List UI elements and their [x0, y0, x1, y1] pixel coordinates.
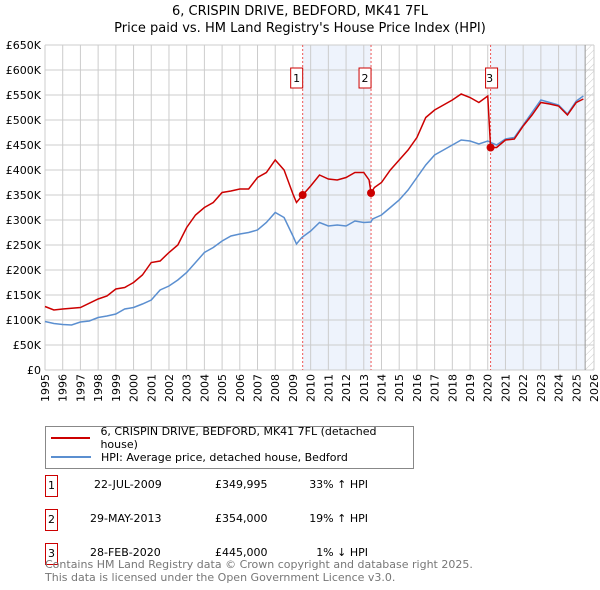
sale-badge: [290, 67, 304, 89]
sale-badge: 1: [45, 475, 58, 497]
x-tick-label: 2021: [499, 374, 512, 402]
x-tick-label: 2004: [198, 374, 211, 402]
x-tick-label: 2017: [429, 374, 442, 402]
x-tick-label: 2014: [375, 374, 388, 402]
x-tick-label: 1995: [39, 374, 52, 402]
y-tick-label: £150K: [6, 289, 42, 302]
x-tick-label: 1999: [110, 374, 123, 402]
x-tick-label: 2015: [393, 374, 406, 402]
y-tick-label: £650K: [6, 39, 42, 52]
sale-price: £354,000: [215, 512, 268, 525]
sale-point: [367, 189, 376, 197]
sale-hpi-diff: 1% ↓ HPI: [316, 546, 368, 559]
legend-label: 6, CRISPIN DRIVE, BEDFORD, MK41 7FL (det…: [100, 425, 377, 451]
sale-point: [298, 191, 307, 200]
y-tick-label: £500K: [6, 114, 42, 127]
sale-badge: 2: [45, 509, 58, 531]
shaded-period: [490, 45, 586, 370]
x-tick-label: 2020: [482, 374, 495, 402]
x-tick-label: 2022: [517, 374, 530, 402]
y-tick-label: £300K: [6, 214, 42, 227]
footer-licence: This data is licensed under the Open Gov…: [45, 571, 396, 584]
sale-date: 22-JUL-2009: [94, 478, 162, 491]
sale-badge: [358, 67, 372, 89]
price-chart: 1995 1996 1997 1998 1999 2000 2001 2002 2003 2004…: [6, 39, 600, 402]
sale-row: 2 29-MAY-2013 £354,000 19% ↑ HPI: [45, 509, 445, 531]
x-tick-label: 2002: [163, 374, 176, 402]
legend-label: HPI: Average price, detached house, Bedf…: [101, 450, 348, 464]
y-tick-label: £100K: [6, 314, 42, 327]
x-tick-label: 2000: [128, 374, 141, 402]
x-tick-label: 2023: [535, 374, 548, 402]
x-tick-label: 2010: [305, 374, 318, 402]
legend: 6, CRISPIN DRIVE, BEDFORD, MK41 7FL (det…: [45, 425, 414, 469]
sale-row: 1 22-JUL-2009 £349,995 33% ↑ HPI: [45, 475, 445, 497]
legend-swatch: [51, 437, 91, 439]
sale-row: 3 28-FEB-2020 £445,000 1% ↓ HPI: [45, 543, 445, 565]
legend-item-hpi: HPI: Average price, detached house, Bedf…: [51, 449, 348, 465]
sale-badge-label: 3: [486, 72, 493, 85]
y-tick-label: £450K: [6, 139, 42, 152]
x-tick-label: 1998: [92, 374, 105, 402]
x-tick-label: 2009: [287, 374, 300, 402]
y-tick-label: £200K: [6, 264, 42, 277]
x-tick-label: 1996: [57, 374, 70, 402]
sale-hpi-diff: 19% ↑ HPI: [309, 512, 368, 525]
x-tick-label: 2024: [553, 374, 566, 402]
y-tick-label: £0: [27, 364, 41, 377]
x-tick-label: 2019: [464, 374, 477, 402]
x-tick-label: 2006: [234, 374, 247, 402]
sale-badge-label: 2: [362, 72, 369, 85]
x-tick-label: 2005: [216, 374, 229, 402]
hpi-line: [44, 95, 584, 326]
x-tick-label: 1997: [74, 374, 87, 402]
x-tick-label: 2026: [588, 374, 600, 402]
x-tick-label: 2011: [322, 374, 335, 402]
x-tick-label: 2008: [269, 374, 282, 402]
x-tick-label: 2001: [145, 374, 158, 402]
legend-item-property: 6, CRISPIN DRIVE, BEDFORD, MK41 7FL (det…: [51, 425, 413, 451]
sale-badge-label: 1: [293, 72, 300, 85]
forecast-hatch: [585, 45, 594, 370]
x-tick-label: 2003: [181, 374, 194, 402]
footer-copyright: Contains HM Land Registry data © Crown c…: [45, 558, 473, 571]
legend-swatch: [51, 456, 91, 458]
sale-point: [486, 143, 495, 152]
sale-hpi-diff: 33% ↑ HPI: [309, 478, 368, 491]
x-tick-label: 2013: [358, 374, 371, 402]
shaded-period: [302, 45, 372, 370]
x-tick-label: 2025: [570, 374, 583, 402]
x-tick-label: 2007: [252, 374, 265, 402]
sale-badge: [485, 67, 499, 89]
sale-price: £445,000: [215, 546, 268, 559]
y-tick-label: £550K: [6, 89, 42, 102]
x-tick-label: 2016: [411, 374, 424, 402]
y-tick-label: £50K: [13, 339, 42, 352]
chart-subtitle: Price paid vs. HM Land Registry's House …: [114, 21, 486, 36]
sale-date: 29-MAY-2013: [90, 512, 162, 525]
sale-date: 28-FEB-2020: [90, 546, 161, 559]
x-tick-label: 2018: [446, 374, 459, 402]
sale-badge: 3: [45, 543, 58, 565]
y-tick-label: £600K: [6, 64, 42, 77]
y-tick-label: £250K: [6, 239, 42, 252]
x-tick-label: 2012: [340, 374, 353, 402]
y-tick-label: £400K: [6, 164, 42, 177]
sale-price: £349,995: [215, 478, 268, 491]
chart-title: 6, CRISPIN DRIVE, BEDFORD, MK41 7FL: [171, 4, 429, 19]
y-tick-label: £350K: [6, 189, 42, 202]
